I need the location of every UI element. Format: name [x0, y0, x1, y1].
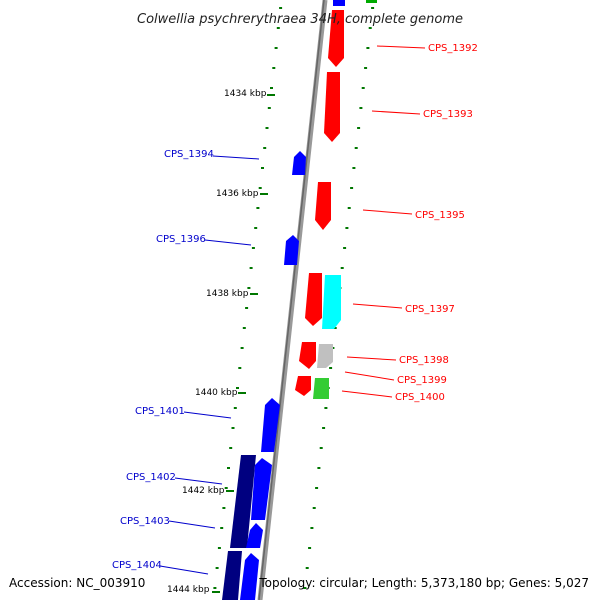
gene-cps-1396 [284, 235, 299, 265]
gene-cps-1402 [230, 455, 256, 548]
gene-cps-1404b [240, 553, 259, 600]
gene-cps-1391 [366, 0, 377, 3]
accession-text: Accession: NC_003910 [9, 576, 145, 590]
kbp-label-1438: 1438 kbp [206, 289, 249, 299]
kbp-label-1436: 1436 kbp [216, 189, 259, 199]
gene-cps-1395 [315, 182, 331, 230]
gene-cps-1400a [295, 376, 311, 396]
topology-text: Topology: circular; Length: 5,373,180 bp… [258, 576, 589, 590]
reverse-genes [222, 0, 345, 600]
gene-cps-1397 [322, 275, 341, 329]
kbp-label-1442: 1442 kbp [182, 486, 225, 496]
gene-cps-1402b [251, 458, 272, 520]
gene-cps-1397a [305, 273, 322, 326]
gene-label-cps-1399[interactable]: CPS_1399 [397, 375, 447, 386]
kbp-label-1444: 1444 kbp [167, 585, 210, 595]
gene-cps-1403 [246, 523, 263, 548]
right-callouts: CPS_1392 CPS_1393 CPS_1395 CPS_1397 CPS_… [341, 43, 478, 403]
gene-label-cps-1403[interactable]: CPS_1403 [120, 516, 170, 527]
gene-label-cps-1402[interactable]: CPS_1402 [126, 472, 176, 483]
gene-label-cps-1395[interactable]: CPS_1395 [415, 210, 465, 221]
gene-label-cps-1401[interactable]: CPS_1401 [135, 406, 185, 417]
gene-label-cps-1398[interactable]: CPS_1398 [399, 355, 449, 366]
gene-label-cps-1400[interactable]: CPS_1400 [395, 392, 445, 403]
gene-cps-1399 [317, 344, 333, 368]
gene-cps-1394 [292, 151, 306, 175]
genome-backbone [257, 0, 328, 600]
map-title: Colwellia psychrerythraea 34H, complete … [137, 12, 463, 27]
gene-label-cps-1396[interactable]: CPS_1396 [156, 234, 206, 245]
kbp-scale: 1434 kbp 1436 kbp 1438 kbp 1440 kbp 1442… [167, 89, 275, 595]
gene-cps-1400 [313, 378, 329, 399]
gene-cps-1404 [222, 551, 242, 600]
gene-cps-1391-rev [333, 0, 345, 6]
kbp-label-1434: 1434 kbp [224, 89, 267, 99]
gene-label-cps-1394[interactable]: CPS_1394 [164, 149, 214, 160]
gene-cps-1398a [299, 342, 316, 369]
kbp-label-1440: 1440 kbp [195, 388, 238, 398]
gene-label-cps-1397[interactable]: CPS_1397 [405, 304, 455, 315]
gene-cps-1392 [328, 10, 344, 67]
gene-label-cps-1393[interactable]: CPS_1393 [423, 109, 473, 120]
forward-genes [295, 0, 377, 399]
left-callouts: CPS_1394 CPS_1396 CPS_1401 CPS_1402 CPS_… [112, 149, 260, 575]
gene-cps-1393 [324, 72, 340, 142]
gene-label-cps-1404[interactable]: CPS_1404 [112, 560, 162, 571]
gene-cps-1401 [261, 398, 280, 452]
gene-label-cps-1392[interactable]: CPS_1392 [428, 43, 478, 54]
